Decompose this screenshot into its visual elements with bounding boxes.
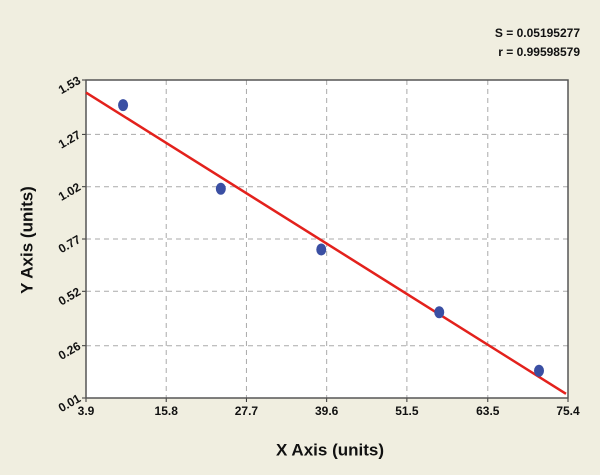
fit-line [85, 91, 567, 395]
data-point [434, 306, 445, 319]
x-tick-label: 15.8 [155, 404, 179, 418]
x-axis-title: X Axis (units) [276, 440, 384, 459]
x-tick-label: 3.9 [78, 404, 95, 418]
data-point [215, 182, 226, 195]
x-tick-label: 75.4 [556, 404, 580, 418]
x-tick-label: 39.6 [315, 404, 339, 418]
data-point [118, 99, 129, 112]
annotation: r = 0.99598579 [498, 45, 580, 59]
plot-border [85, 79, 569, 399]
x-tick-label: 27.7 [235, 404, 259, 418]
x-tick-label: 63.5 [476, 404, 500, 418]
data-point [534, 364, 545, 377]
y-axis-title: Y Axis (units) [17, 186, 36, 294]
x-tick-label: 51.5 [395, 404, 419, 418]
data-point [316, 243, 327, 256]
annotation: S = 0.05195277 [495, 26, 580, 40]
